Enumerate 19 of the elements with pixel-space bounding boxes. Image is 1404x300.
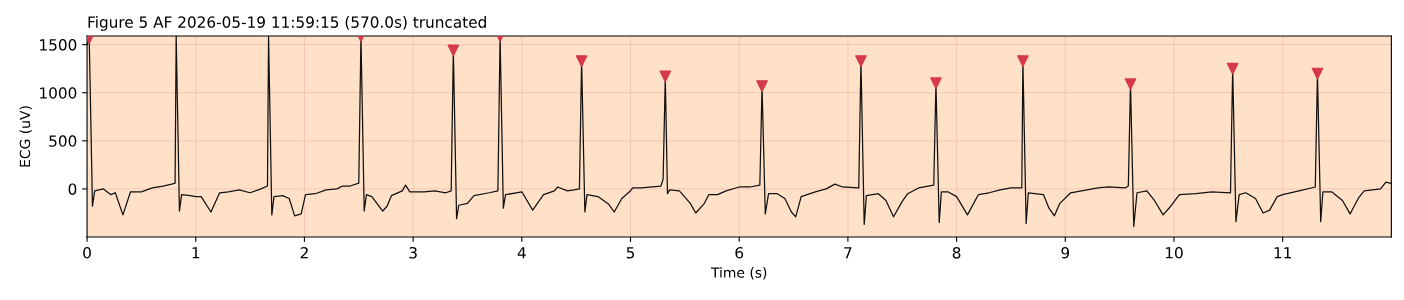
x-tick-label: 5 bbox=[626, 247, 635, 259]
y-tick-label: 500 bbox=[49, 135, 77, 147]
x-tick-label: 8 bbox=[952, 246, 961, 259]
x-tick-label: 10 bbox=[1165, 246, 1183, 259]
y-tick-label: 1000 bbox=[40, 87, 77, 99]
x-tick-label: 9 bbox=[1061, 246, 1070, 259]
y-tick-label: 0 bbox=[68, 183, 77, 195]
x-tick-label: 1 bbox=[192, 247, 200, 259]
y-tick-label: 1500 bbox=[40, 39, 77, 51]
x-axis-title: Time (s) bbox=[710, 267, 767, 280]
y-axis-title: ECG (uV) bbox=[19, 106, 32, 167]
x-tick-label: 6 bbox=[735, 246, 744, 259]
x-tick-label: 0 bbox=[83, 246, 91, 259]
x-tick-label: 2 bbox=[300, 246, 308, 259]
x-tick-label: 7 bbox=[844, 247, 852, 259]
x-tick-label: 4 bbox=[517, 247, 526, 259]
x-tick-label: 11 bbox=[1274, 247, 1291, 259]
x-tick-label: 3 bbox=[409, 246, 417, 259]
chart-title: Figure 5 AF 2026-05-19 11:59:15 (570.0s) truncated bbox=[88, 16, 486, 31]
